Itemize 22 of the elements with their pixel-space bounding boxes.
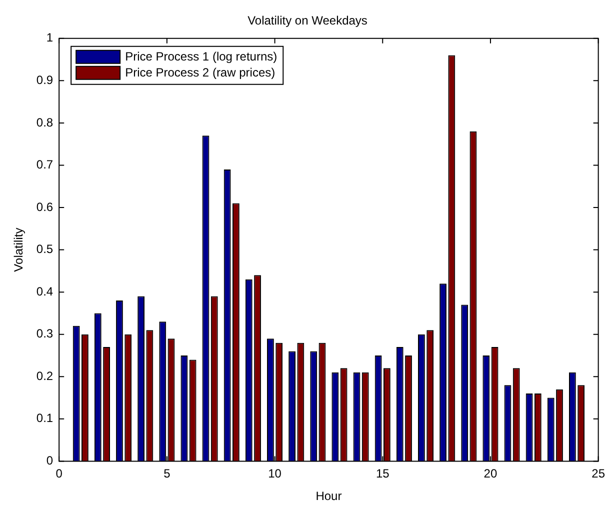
y-tick-label: 0.5	[36, 242, 54, 256]
y-tick-label: 0.8	[36, 115, 54, 130]
chart-title: Volatility on Weekdays	[248, 14, 368, 28]
y-tick-label: 0.3	[36, 326, 54, 341]
x-tick-label: 15	[376, 466, 390, 481]
y-axis-title: Volatility	[12, 228, 26, 272]
y-tick-label: 1	[46, 30, 54, 45]
y-tick-label: 0.4	[36, 284, 54, 298]
x-tick-label: 10	[268, 466, 282, 481]
y-tick-label: 0.6	[36, 200, 54, 214]
y-tick-label: 0.1	[36, 411, 54, 426]
y-tick-label: 0	[46, 454, 54, 468]
x-axis-title: Hour	[316, 489, 342, 504]
legend-label: Price Process 1 (log returns)	[125, 50, 278, 64]
x-tick-label: 25	[592, 466, 606, 481]
legend-label: Price Process 2 (raw prices)	[125, 66, 276, 80]
x-tick-label: 0	[56, 466, 63, 481]
x-tick-label: 5	[164, 466, 171, 481]
x-tick-label: 20	[484, 466, 498, 481]
y-tick-label: 0.2	[36, 368, 54, 383]
y-tick-label: 0.7	[36, 158, 54, 172]
y-tick-label: 0.9	[36, 72, 54, 87]
